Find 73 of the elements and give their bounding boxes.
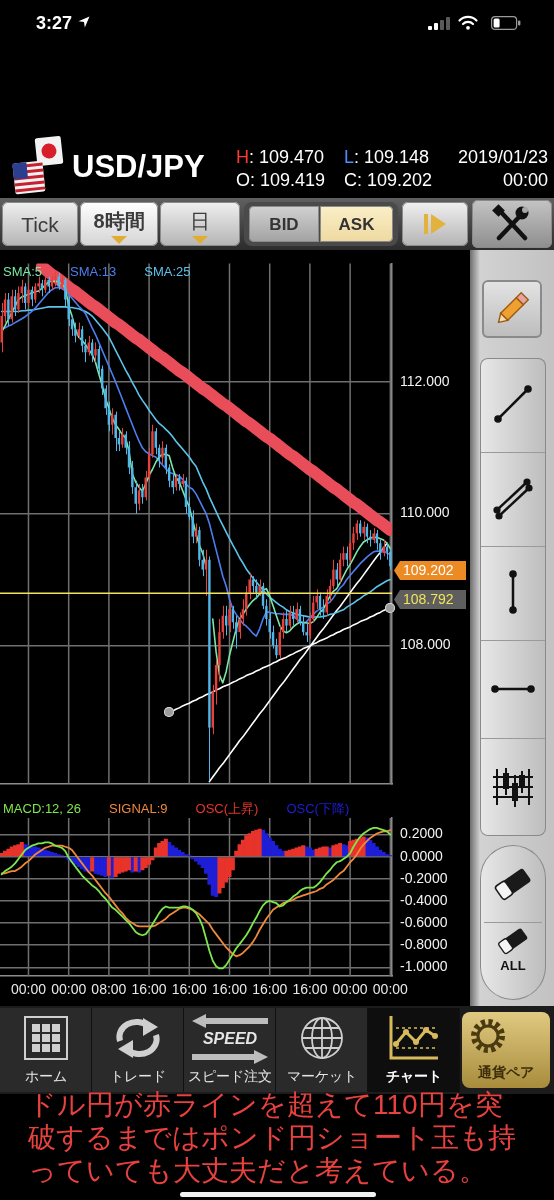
tab-button: チャート bbox=[368, 1008, 460, 1092]
y-tick-label: 0.2000 bbox=[400, 825, 444, 842]
y-tick-label: -1.0000 bbox=[400, 958, 448, 975]
candlestick bbox=[141, 483, 144, 505]
bar bbox=[257, 828, 262, 857]
x-tick-label: 00:00 bbox=[332, 981, 368, 998]
candlestick bbox=[114, 411, 117, 452]
bar bbox=[321, 846, 326, 857]
chart-title: USD/JPY bbox=[72, 149, 205, 185]
bar bbox=[163, 838, 168, 857]
text: MACD:12, 26 bbox=[3, 801, 82, 816]
candlestick bbox=[7, 292, 10, 327]
candlestick bbox=[255, 578, 258, 600]
series-label: SMA:13 bbox=[70, 264, 117, 280]
y-tick-label: 112.000 bbox=[400, 372, 450, 389]
candlestick bbox=[238, 611, 241, 640]
timeframe-button: 日 bbox=[160, 202, 240, 246]
text: ALL bbox=[499, 958, 527, 974]
candlestick bbox=[27, 282, 30, 307]
candlestick bbox=[285, 608, 288, 633]
candlestick bbox=[295, 602, 298, 623]
price-side-button: BID bbox=[249, 206, 319, 242]
text: 00:00 bbox=[502, 170, 548, 190]
x-tick-label: 16:00 bbox=[292, 981, 328, 998]
text: SMA:25 bbox=[144, 264, 191, 280]
tab-button: 通貨ペア bbox=[462, 1012, 550, 1088]
text: O: 109.419 bbox=[236, 170, 326, 191]
text: 108.792 bbox=[394, 590, 466, 609]
x-tick-label: 16:00 bbox=[131, 981, 167, 998]
y-tick-label: 108.000 bbox=[400, 636, 451, 653]
bar bbox=[147, 857, 152, 865]
x-tick-label: 16:00 bbox=[171, 981, 208, 998]
y-tick-label: -0.2000 bbox=[400, 869, 448, 886]
tab-button: ホーム bbox=[0, 1008, 92, 1092]
bar bbox=[264, 833, 269, 857]
candlestick bbox=[322, 598, 325, 620]
candlestick bbox=[94, 341, 97, 363]
text: 3:27 bbox=[36, 13, 73, 34]
candlestick bbox=[161, 440, 164, 465]
bar bbox=[254, 829, 259, 857]
x-tick-label: 00:00 bbox=[51, 981, 87, 998]
y-tick-label: -0.8000 bbox=[400, 936, 448, 953]
y-tick-label: -0.4000 bbox=[400, 891, 448, 908]
x-tick-label: 16:00 bbox=[252, 981, 288, 998]
y-tick-label: 110.000 bbox=[400, 504, 450, 521]
text: 109.202 bbox=[394, 561, 466, 580]
tab-button: トレード bbox=[92, 1008, 184, 1092]
tab-button: SPEED スピード注文 bbox=[184, 1008, 276, 1092]
text: C: 109.202 bbox=[344, 170, 433, 191]
x-tick-label: 16:00 bbox=[211, 981, 248, 998]
x-tick-label: 08:00 bbox=[91, 981, 127, 998]
timeframe-button: Tick bbox=[2, 202, 78, 246]
x-tick-label: 00:00 bbox=[10, 981, 47, 998]
tab-button: マーケット bbox=[276, 1008, 368, 1092]
timeframe-button: 8時間 bbox=[80, 202, 158, 246]
y-tick-label: 0.0000 bbox=[400, 847, 444, 864]
candlestick bbox=[228, 602, 231, 633]
series-label: OSC(上昇) bbox=[195, 801, 259, 816]
bar bbox=[197, 857, 202, 865]
bar bbox=[150, 857, 155, 861]
text: SIGNAL:9 bbox=[109, 801, 168, 816]
candlestick bbox=[17, 285, 20, 314]
series-label: SMA:5 bbox=[3, 264, 43, 280]
series-label: OSC(下降) bbox=[286, 801, 350, 816]
text: H: 109.470 bbox=[236, 147, 325, 168]
y-tick-label: -0.6000 bbox=[400, 913, 448, 930]
candlestick bbox=[325, 588, 328, 617]
x-tick-label: 00:00 bbox=[372, 981, 409, 998]
text: L: 109.148 bbox=[344, 147, 430, 168]
price-side-button: ASK bbox=[320, 206, 393, 242]
bar bbox=[324, 846, 329, 857]
text: 2019/01/23 bbox=[457, 147, 548, 167]
bar bbox=[368, 839, 373, 857]
